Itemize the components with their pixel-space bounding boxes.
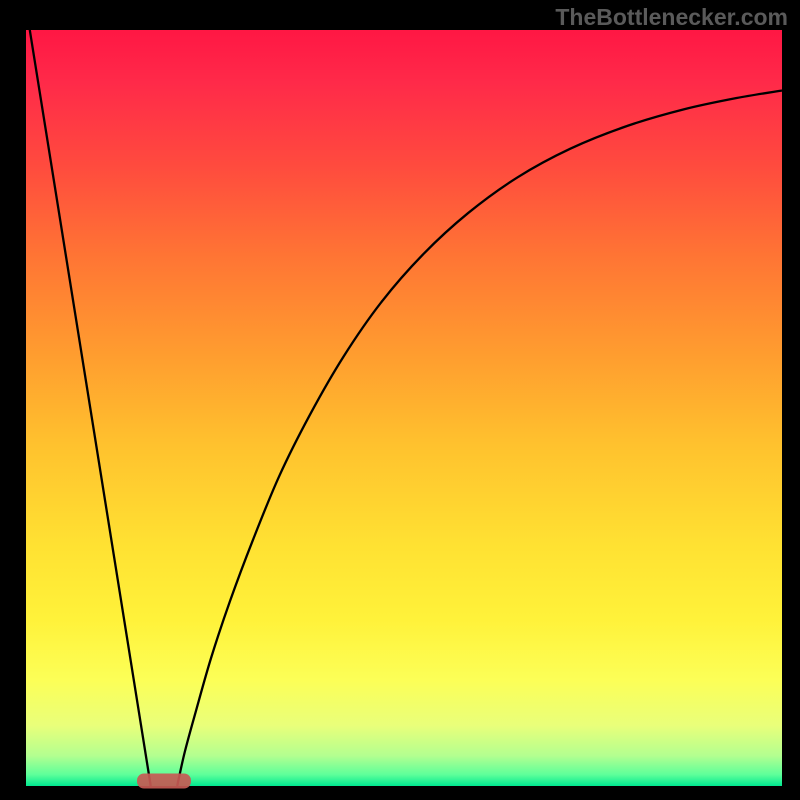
curve-layer xyxy=(26,30,782,786)
watermark-label: TheBottlenecker.com xyxy=(555,4,788,30)
left-descending-line xyxy=(30,30,151,786)
watermark-text: TheBottlenecker.com xyxy=(555,4,788,31)
plot-area xyxy=(26,30,782,786)
right-ascending-curve xyxy=(177,90,782,786)
bottleneck-marker xyxy=(137,774,191,789)
chart-container: TheBottlenecker.com xyxy=(0,0,800,800)
